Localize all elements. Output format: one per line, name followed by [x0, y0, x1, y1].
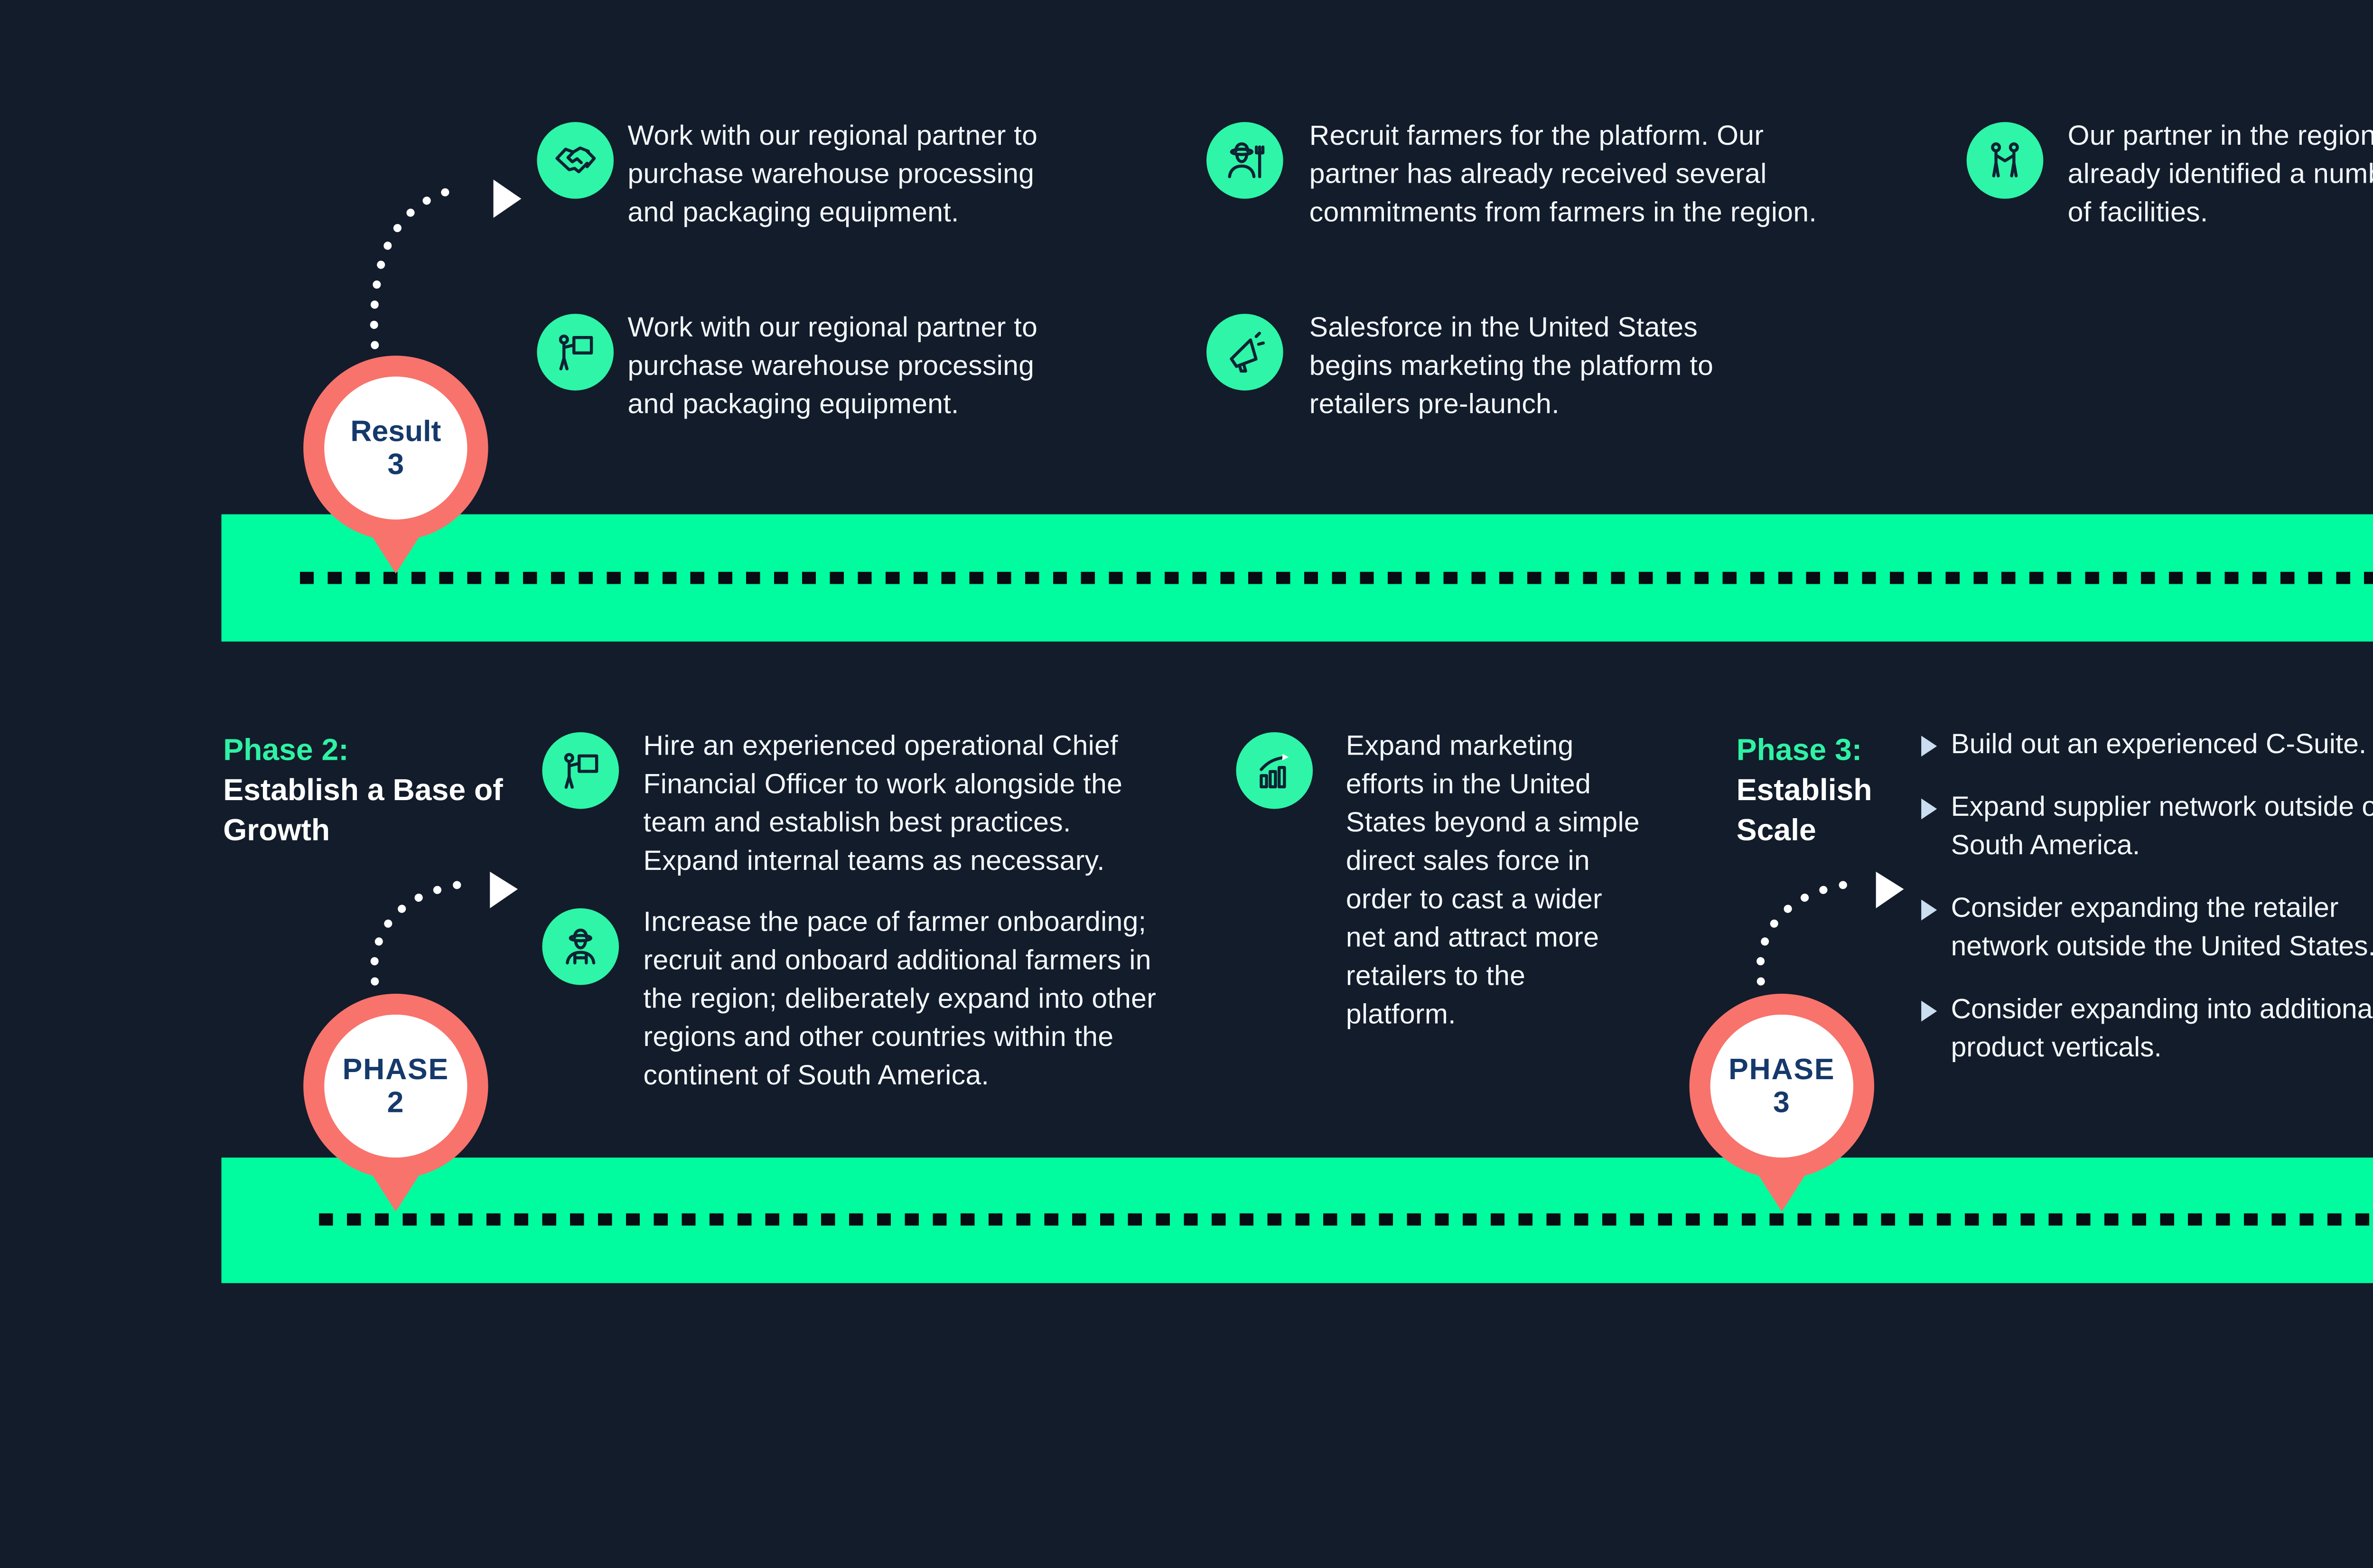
phase3-heading-rest: Establish Scale — [1736, 772, 1872, 848]
phase-2-marker: PHASE 2 — [303, 993, 488, 1212]
result-3-marker: Result 3 — [303, 355, 488, 574]
chevron-right-icon — [1921, 798, 1937, 820]
result3-item-text: Salesforce in the United States begins m… — [1309, 314, 1714, 420]
marker-tail — [1754, 1168, 1810, 1212]
growth-chart-icon — [1236, 732, 1313, 809]
timeline-dashes-2 — [319, 1213, 2373, 1226]
marker-label-line2: 3 — [1773, 1086, 1791, 1120]
phase3-heading-accent: Phase 3: — [1736, 732, 1862, 767]
marketing-item-text: Expand marketing efforts in the United S… — [1345, 732, 1640, 1031]
marker-label-line2: 2 — [387, 1086, 405, 1120]
partnership-icon — [1966, 122, 2044, 199]
phase2-item-text: Hire an experienced operational Chief Fi… — [643, 732, 1123, 877]
dotted-connector-phase3 — [1756, 880, 1854, 986]
presentation-icon — [542, 732, 619, 809]
list-item: Consider expanding the retailer network … — [1921, 891, 2373, 968]
marker-label-line1: PHASE — [1728, 1053, 1835, 1086]
marker-label-line1: PHASE — [342, 1053, 449, 1086]
phase2-heading: Phase 2: Establish a Base of Growth — [223, 730, 523, 850]
phase2-heading-rest: Establish a Base of Growth — [223, 772, 503, 848]
list-item: Build out an experienced C-Suite. — [1921, 727, 2373, 765]
result3-item-text: Work with our regional partner to purcha… — [627, 314, 1038, 420]
timeline-bar-2 — [221, 1157, 2373, 1283]
result3-item-text: Work with our regional partner to purcha… — [627, 122, 1038, 229]
farmer-icon — [1206, 122, 1283, 199]
list-item: Consider expanding into additional produ… — [1921, 992, 2373, 1069]
phase3-bullet-list: Build out an experienced C-Suite. Expand… — [1921, 727, 2373, 1093]
timeline-dashes-1 — [299, 571, 2373, 584]
bullet-text: Build out an experienced C-Suite. — [1951, 730, 2367, 760]
dotted-connector-phase2 — [370, 880, 468, 986]
marker-label-line1: Result — [350, 415, 441, 448]
phase2-item-text: Increase the pace of farmer onboarding; … — [643, 908, 1157, 1092]
connector-arrow-icon — [490, 871, 518, 908]
chevron-right-icon — [1921, 899, 1937, 921]
megaphone-icon — [1206, 314, 1283, 391]
bullet-text: Expand supplier network outside of South… — [1951, 793, 2373, 861]
handshake-icon — [537, 122, 614, 199]
bullet-text: Consider expanding the retailer network … — [1951, 894, 2373, 962]
dotted-connector-result3 — [370, 184, 465, 349]
result3-item-text: Our partner in the region has already id… — [2067, 122, 2373, 229]
farmer-icon — [542, 908, 619, 985]
bullet-text: Consider expanding into additional produ… — [1951, 995, 2373, 1064]
marker-label: PHASE 2 — [324, 1014, 467, 1158]
connector-arrow-icon — [1876, 871, 1904, 908]
marker-tail — [368, 530, 424, 574]
phase2-heading-accent: Phase 2: — [223, 732, 349, 767]
phase-3-marker: PHASE 3 — [1689, 993, 1874, 1212]
connector-arrow-icon — [493, 179, 522, 218]
marker-label: PHASE 3 — [1710, 1014, 1853, 1158]
marker-tail — [368, 1168, 424, 1212]
chevron-right-icon — [1921, 736, 1937, 757]
presentation-icon — [537, 314, 614, 391]
result3-item-text: Recruit farmers for the platform. Our pa… — [1309, 122, 1817, 229]
marker-label: Result 3 — [324, 376, 467, 520]
chevron-right-icon — [1921, 1000, 1937, 1022]
list-item: Expand supplier network outside of South… — [1921, 790, 2373, 867]
phase3-heading: Phase 3: Establish Scale — [1737, 730, 1911, 850]
marker-label-line2: 3 — [387, 448, 404, 481]
timeline-bar-1 — [221, 514, 2373, 642]
